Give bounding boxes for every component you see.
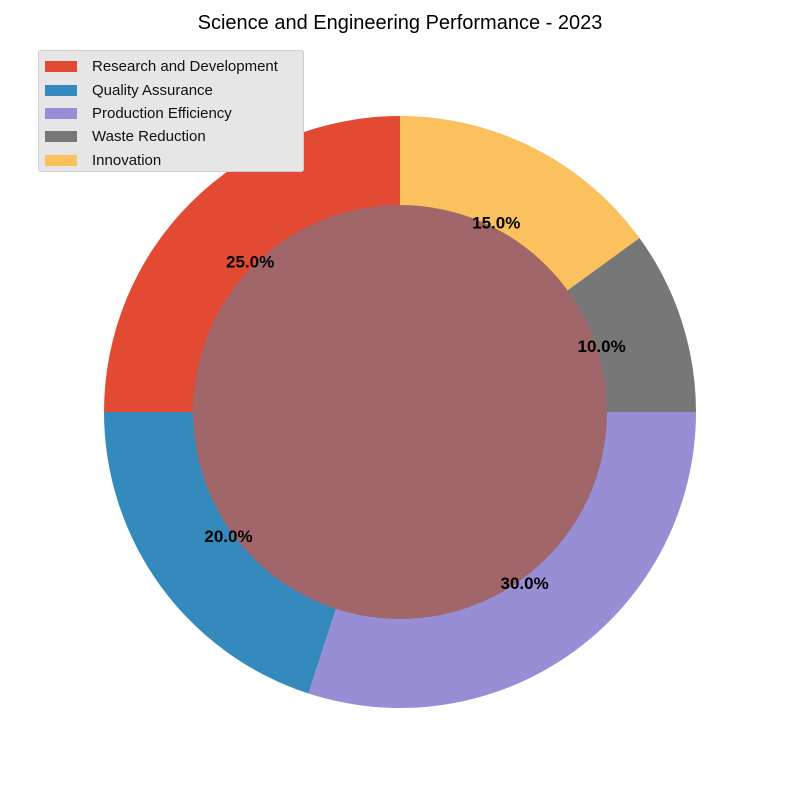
- percent-label: 10.0%: [578, 337, 626, 356]
- legend-label: Waste Reduction: [92, 128, 206, 146]
- legend-swatch: [45, 131, 77, 143]
- legend-item-innovation: Innovation: [45, 149, 303, 172]
- legend-label: Production Efficiency: [92, 104, 232, 122]
- percent-labels-group: 25.0% 20.0% 30.0% 10.0% 15.0%: [204, 214, 625, 593]
- chart-title: Science and Engineering Performance - 20…: [197, 12, 603, 34]
- legend-swatch: [45, 84, 77, 96]
- percent-label: 25.0%: [226, 253, 274, 272]
- legend-swatch: [45, 107, 77, 119]
- legend-label: Innovation: [92, 151, 162, 169]
- legend-item-waste: Waste Reduction: [45, 125, 303, 148]
- percent-label: 15.0%: [472, 214, 520, 233]
- legend: Research and Development Quality Assuran…: [38, 50, 304, 172]
- legend-item-research: Research and Development: [45, 55, 303, 78]
- percent-label: 20.0%: [204, 527, 252, 546]
- donut-center: [193, 205, 607, 619]
- legend-item-quality: Quality Assurance: [45, 78, 303, 101]
- legend-item-production: Production Efficiency: [45, 102, 303, 125]
- legend-label: Research and Development: [92, 58, 278, 76]
- legend-label: Quality Assurance: [92, 81, 213, 99]
- legend-swatch: [45, 154, 77, 166]
- legend-swatch: [45, 61, 77, 73]
- percent-label: 30.0%: [501, 574, 549, 593]
